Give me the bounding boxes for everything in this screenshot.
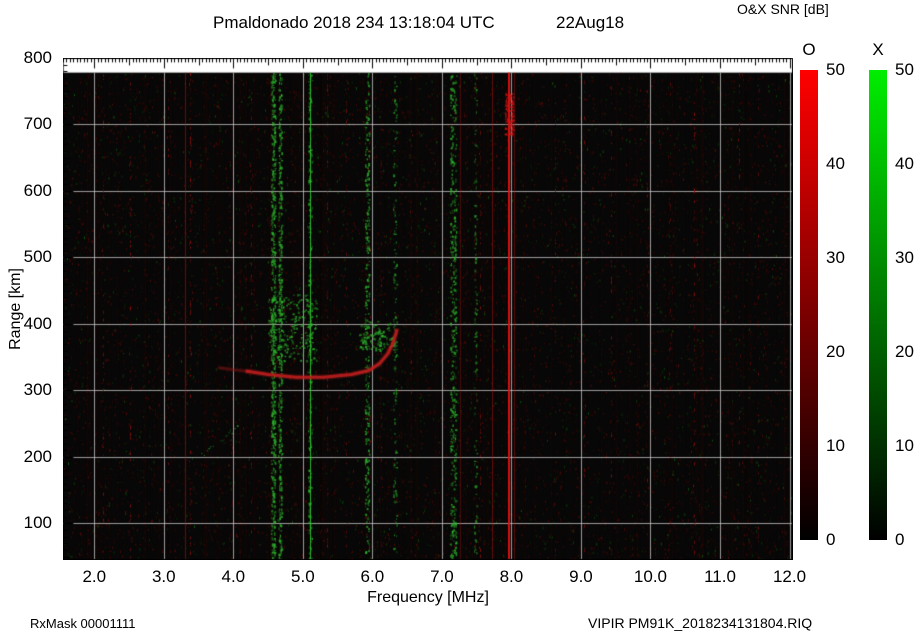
colorbar-tick-label: 50	[895, 60, 914, 79]
colorbar-tick-label: 20	[895, 342, 914, 361]
rxmask-label: RxMask 00001111	[30, 616, 136, 631]
colorbar-tick-label: 0	[895, 530, 905, 549]
colorbar-tick-label: 30	[895, 248, 914, 267]
y-tick-label: 500	[23, 247, 52, 267]
x-tick-label: 3.0	[151, 567, 176, 586]
filename-label: VIPIR PM91K_2018234131804.RIQ	[588, 615, 813, 631]
colorbar-title: O&X SNR [dB]	[737, 1, 829, 17]
x-tick-label: 4.0	[221, 567, 246, 586]
y-tick-label: 300	[23, 380, 52, 400]
y-tick-label: 100	[23, 513, 52, 533]
x-tick-label: 9.0	[569, 567, 593, 586]
colorbar-o-label: O	[802, 40, 816, 59]
page-title: Pmaldonado 2018 234 13:18:04 UTC	[213, 13, 495, 32]
y-tick-label: 400	[23, 313, 52, 333]
colorbar-tick-label: 30	[826, 248, 845, 267]
x-tick-label: 11.0	[704, 567, 736, 586]
y-tick-label: 600	[23, 180, 52, 200]
colorbar-tick-label: 20	[826, 342, 845, 361]
x-tick-label: 6.0	[360, 567, 385, 586]
colorbar-tick-label: 50	[826, 60, 845, 79]
colorbar-tick-label: 10	[895, 436, 914, 455]
x-tick-label: 10.0	[633, 567, 668, 586]
x-tick-label: 2.0	[82, 567, 107, 586]
x-axis-title: Frequency [MHz]	[367, 589, 489, 606]
colorbar-tick-label: 40	[895, 154, 914, 173]
x-tick-label: 8.0	[499, 567, 524, 586]
colorbar-x-gradient	[869, 70, 887, 540]
ionogram-canvas	[63, 58, 793, 560]
colorbar-x-label: X	[872, 40, 884, 59]
x-tick-label: 7.0	[430, 567, 454, 586]
y-tick-label: 800	[23, 48, 52, 67]
y-tick-label: 700	[23, 114, 52, 134]
date-label: 22Aug18	[556, 13, 625, 32]
y-axis-title: Range [km]	[7, 268, 24, 350]
colorbar-tick-label: 10	[826, 436, 845, 455]
colorbar-o-gradient	[800, 70, 818, 540]
y-tick-label: 200	[23, 446, 52, 466]
colorbar-tick-label: 40	[826, 154, 845, 173]
x-tick-label: 5.0	[291, 567, 315, 586]
colorbar-tick-label: 0	[826, 530, 836, 549]
x-tick-label: 12.0	[772, 567, 807, 586]
